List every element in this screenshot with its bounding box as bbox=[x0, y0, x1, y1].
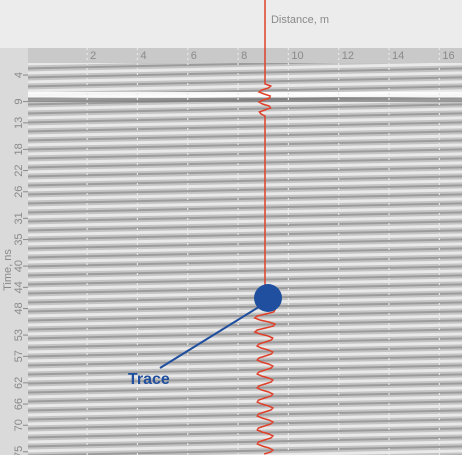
y-tick-label: 22 bbox=[13, 164, 25, 176]
x-tick-label: 12 bbox=[342, 50, 354, 62]
y-axis-title: Time, ns bbox=[2, 249, 14, 291]
y-tick-label: 26 bbox=[13, 186, 25, 198]
x-tick-label: 14 bbox=[392, 50, 404, 62]
y-tick-label: 75 bbox=[13, 446, 25, 455]
reflection-band bbox=[28, 98, 462, 102]
y-tick-label: 62 bbox=[13, 377, 25, 389]
x-axis-title: Distance, m bbox=[271, 14, 329, 26]
y-tick-label: 13 bbox=[13, 117, 25, 129]
y-tick-label: 40 bbox=[13, 260, 25, 272]
x-tick-label: 10 bbox=[291, 50, 303, 62]
top-ruler bbox=[28, 48, 462, 63]
y-tick-label: 57 bbox=[13, 350, 25, 362]
x-tick-label: 6 bbox=[191, 50, 197, 62]
y-tick-label: 4 bbox=[13, 72, 25, 78]
y-tick-label: 18 bbox=[13, 143, 25, 155]
annotation-leader bbox=[159, 304, 263, 369]
trace-line bbox=[253, 0, 277, 455]
x-tick-label: 16 bbox=[442, 50, 454, 62]
y-tick-label: 70 bbox=[13, 419, 25, 431]
y-tick-label: 31 bbox=[13, 212, 25, 224]
y-tick-label: 44 bbox=[13, 281, 25, 293]
annotation-label: Trace bbox=[128, 371, 170, 388]
x-tick-label: 2 bbox=[90, 50, 96, 62]
annotation-marker bbox=[254, 284, 282, 312]
y-tick-label: 35 bbox=[13, 233, 25, 245]
x-tick-label: 4 bbox=[140, 50, 146, 62]
y-tick-label: 48 bbox=[13, 302, 25, 314]
radargram-image bbox=[28, 48, 462, 455]
x-tick-label: 8 bbox=[241, 50, 247, 62]
left-ruler bbox=[0, 48, 28, 455]
reflection-band bbox=[28, 92, 462, 97]
y-tick-label: 66 bbox=[13, 398, 25, 410]
y-tick-label: 53 bbox=[13, 329, 25, 341]
y-tick-label: 9 bbox=[13, 99, 25, 105]
